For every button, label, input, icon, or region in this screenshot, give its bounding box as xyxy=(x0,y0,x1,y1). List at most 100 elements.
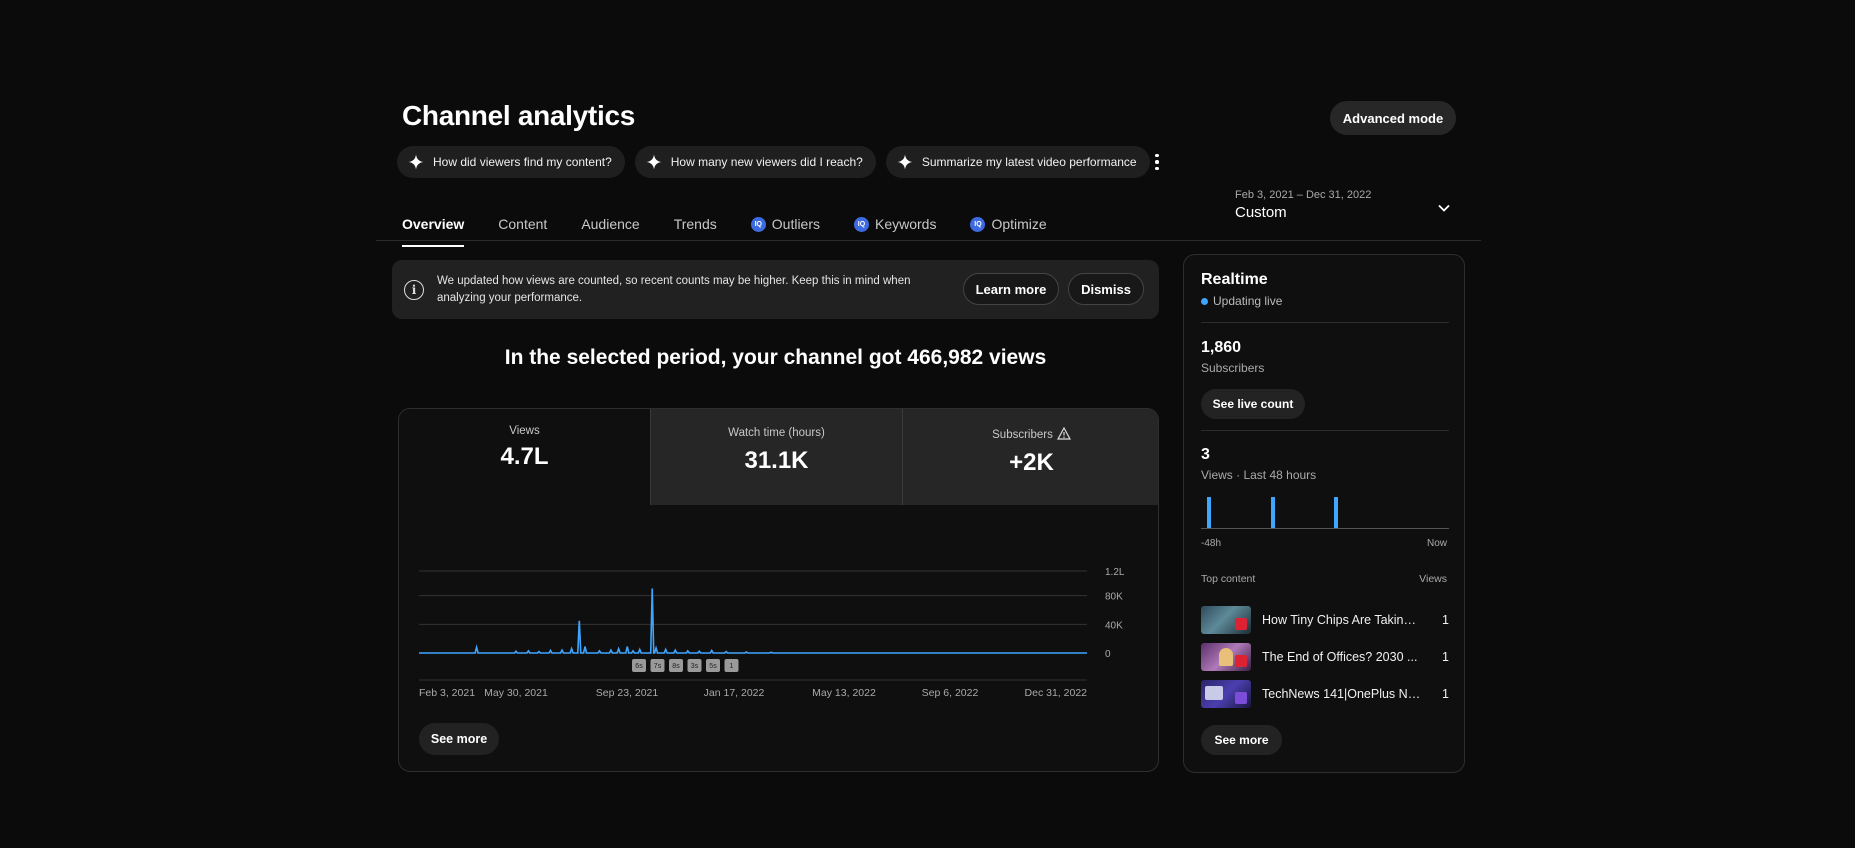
top-content-row[interactable]: TechNews 141|OnePlus No... 1 xyxy=(1201,679,1449,709)
video-marker-label: 7s xyxy=(654,663,662,670)
tab-optimize[interactable]: IQ Optimize xyxy=(970,206,1047,242)
realtime-status: Updating live xyxy=(1201,294,1282,308)
sparkle-icon xyxy=(646,154,662,170)
page-title: Channel analytics xyxy=(402,100,635,131)
advanced-mode-button[interactable]: Advanced mode xyxy=(1330,101,1456,135)
video-thumbnail xyxy=(1201,680,1251,708)
see-more-button[interactable]: See more xyxy=(419,723,499,755)
metric-label: Watch time (hours) xyxy=(728,427,825,439)
video-marker-label: 1 xyxy=(730,663,734,670)
y-tick-label: 80K xyxy=(1105,592,1123,603)
realtime-title: Realtime xyxy=(1201,271,1268,288)
video-marker-icon xyxy=(687,659,702,672)
notice-text: We updated how views are counted, so rec… xyxy=(437,274,911,304)
video-views: 1 xyxy=(1442,650,1449,664)
video-marker-icon xyxy=(669,659,683,672)
video-marker-icon xyxy=(706,659,720,672)
dismiss-button[interactable]: Dismiss xyxy=(1068,273,1144,305)
analytics-tabs: Overview Content Audience Trends IQ Outli… xyxy=(402,206,1081,247)
learn-more-button[interactable]: Learn more xyxy=(963,273,1059,305)
tab-divider xyxy=(376,240,1481,241)
metrics-card: Views 4.7L Watch time (hours) 31.1K Subs… xyxy=(398,408,1159,772)
chip-label: How many new viewers did I reach? xyxy=(670,155,863,169)
sparkle-icon xyxy=(408,154,424,170)
warning-icon xyxy=(1056,427,1071,440)
video-marker-label: 3s xyxy=(691,663,699,670)
realtime-bar xyxy=(1271,497,1275,528)
y-tick-label: 1.2L xyxy=(1105,567,1125,578)
chip-viewers-find[interactable]: How did viewers find my content? xyxy=(397,146,625,178)
info-notice: i We updated how views are counted, so r… xyxy=(392,260,1159,319)
video-marker-label: 8s xyxy=(672,663,680,670)
y-tick-label: 0 xyxy=(1105,649,1111,660)
metric-subscribers[interactable]: Subscribers +2K xyxy=(902,409,1158,505)
chevron-down-icon xyxy=(1438,204,1450,212)
views-column-label: Views xyxy=(1419,573,1447,585)
views-series-line xyxy=(419,588,1087,654)
metric-value: +2K xyxy=(1009,449,1054,476)
x-tick-label: Jan 17, 2022 xyxy=(704,687,765,699)
axis-start-label: -48h xyxy=(1201,538,1222,549)
x-tick-label: Sep 23, 2021 xyxy=(596,687,659,699)
realtime-card: Realtime Updating live 1,860 Subscribers… xyxy=(1183,254,1465,773)
video-title: TechNews 141|OnePlus No... xyxy=(1262,687,1422,701)
chip-label: Summarize my latest video performance xyxy=(921,155,1137,169)
tab-trends[interactable]: Trends xyxy=(673,216,717,232)
chip-new-viewers[interactable]: How many new viewers did I reach? xyxy=(634,146,876,178)
video-marker-label: 6s xyxy=(635,663,643,670)
info-icon: i xyxy=(404,279,424,300)
video-marker-icon xyxy=(650,659,665,672)
axis-end-label: Now xyxy=(1426,538,1447,549)
video-views: 1 xyxy=(1442,613,1449,627)
suggestion-chips: How did viewers find my content? How man… xyxy=(397,146,1150,178)
video-marker-label: 5s xyxy=(709,663,717,670)
subscribers-label: Subscribers xyxy=(1201,361,1265,375)
video-marker-icon xyxy=(632,659,646,672)
chip-label: How did viewers find my content? xyxy=(433,155,612,169)
top-content-row[interactable]: How Tiny Chips Are Taking ... 1 xyxy=(1201,605,1449,635)
subscribers-value: 1,860 xyxy=(1201,339,1242,356)
divider xyxy=(1201,430,1449,431)
metric-views[interactable]: Views 4.7L xyxy=(399,409,650,505)
y-tick-label: 40K xyxy=(1105,620,1123,631)
metric-label: Subscribers xyxy=(903,427,1158,441)
iq-icon: IQ xyxy=(750,216,766,232)
video-title: The End of Offices? 2030 ... xyxy=(1262,650,1418,664)
video-views: 1 xyxy=(1442,687,1449,701)
x-tick-label: Feb 3, 2021 xyxy=(419,687,475,699)
tab-overview[interactable]: Overview xyxy=(402,206,465,247)
metric-value: 4.7L xyxy=(500,443,549,470)
video-thumbnail xyxy=(1201,643,1251,671)
top-content-label: Top content xyxy=(1201,573,1256,585)
live-dot-icon xyxy=(1201,297,1208,305)
more-options-icon[interactable] xyxy=(1150,150,1164,174)
x-tick-label: Sep 6, 2022 xyxy=(922,687,979,699)
metric-watch-time[interactable]: Watch time (hours) 31.1K xyxy=(650,409,902,505)
see-more-button[interactable]: See more xyxy=(1201,725,1282,755)
see-live-count-button[interactable]: See live count xyxy=(1201,389,1305,419)
chip-summarize-video[interactable]: Summarize my latest video performance xyxy=(885,146,1150,178)
metric-value: 31.1K xyxy=(744,447,809,474)
tab-keywords[interactable]: IQ Keywords xyxy=(854,206,936,242)
date-range-text: Feb 3, 2021 – Dec 31, 2022 xyxy=(1235,189,1372,201)
views-48h-label: Views · Last 48 hours xyxy=(1201,468,1317,482)
top-content-row[interactable]: The End of Offices? 2030 ... 1 xyxy=(1201,642,1449,672)
realtime-bar xyxy=(1207,497,1211,528)
date-range-picker[interactable]: Feb 3, 2021 – Dec 31, 2022 Custom xyxy=(1235,189,1455,229)
video-title: How Tiny Chips Are Taking ... xyxy=(1262,613,1422,627)
period-headline: In the selected period, your channel got… xyxy=(504,346,1047,369)
tab-content[interactable]: Content xyxy=(498,216,548,232)
iq-icon: IQ xyxy=(970,216,986,232)
realtime-bar xyxy=(1334,497,1338,528)
video-marker-icon xyxy=(724,659,739,672)
iq-icon: IQ xyxy=(854,216,869,232)
tab-outliers[interactable]: IQ Outliers xyxy=(750,206,820,242)
tab-audience[interactable]: Audience xyxy=(581,216,640,232)
divider xyxy=(1201,322,1449,323)
realtime-bar-chart xyxy=(1201,497,1449,529)
sparkle-icon xyxy=(897,154,913,170)
x-tick-label: Dec 31, 2022 xyxy=(1025,687,1088,699)
metric-label: Views xyxy=(509,425,540,437)
video-thumbnail xyxy=(1201,606,1251,634)
